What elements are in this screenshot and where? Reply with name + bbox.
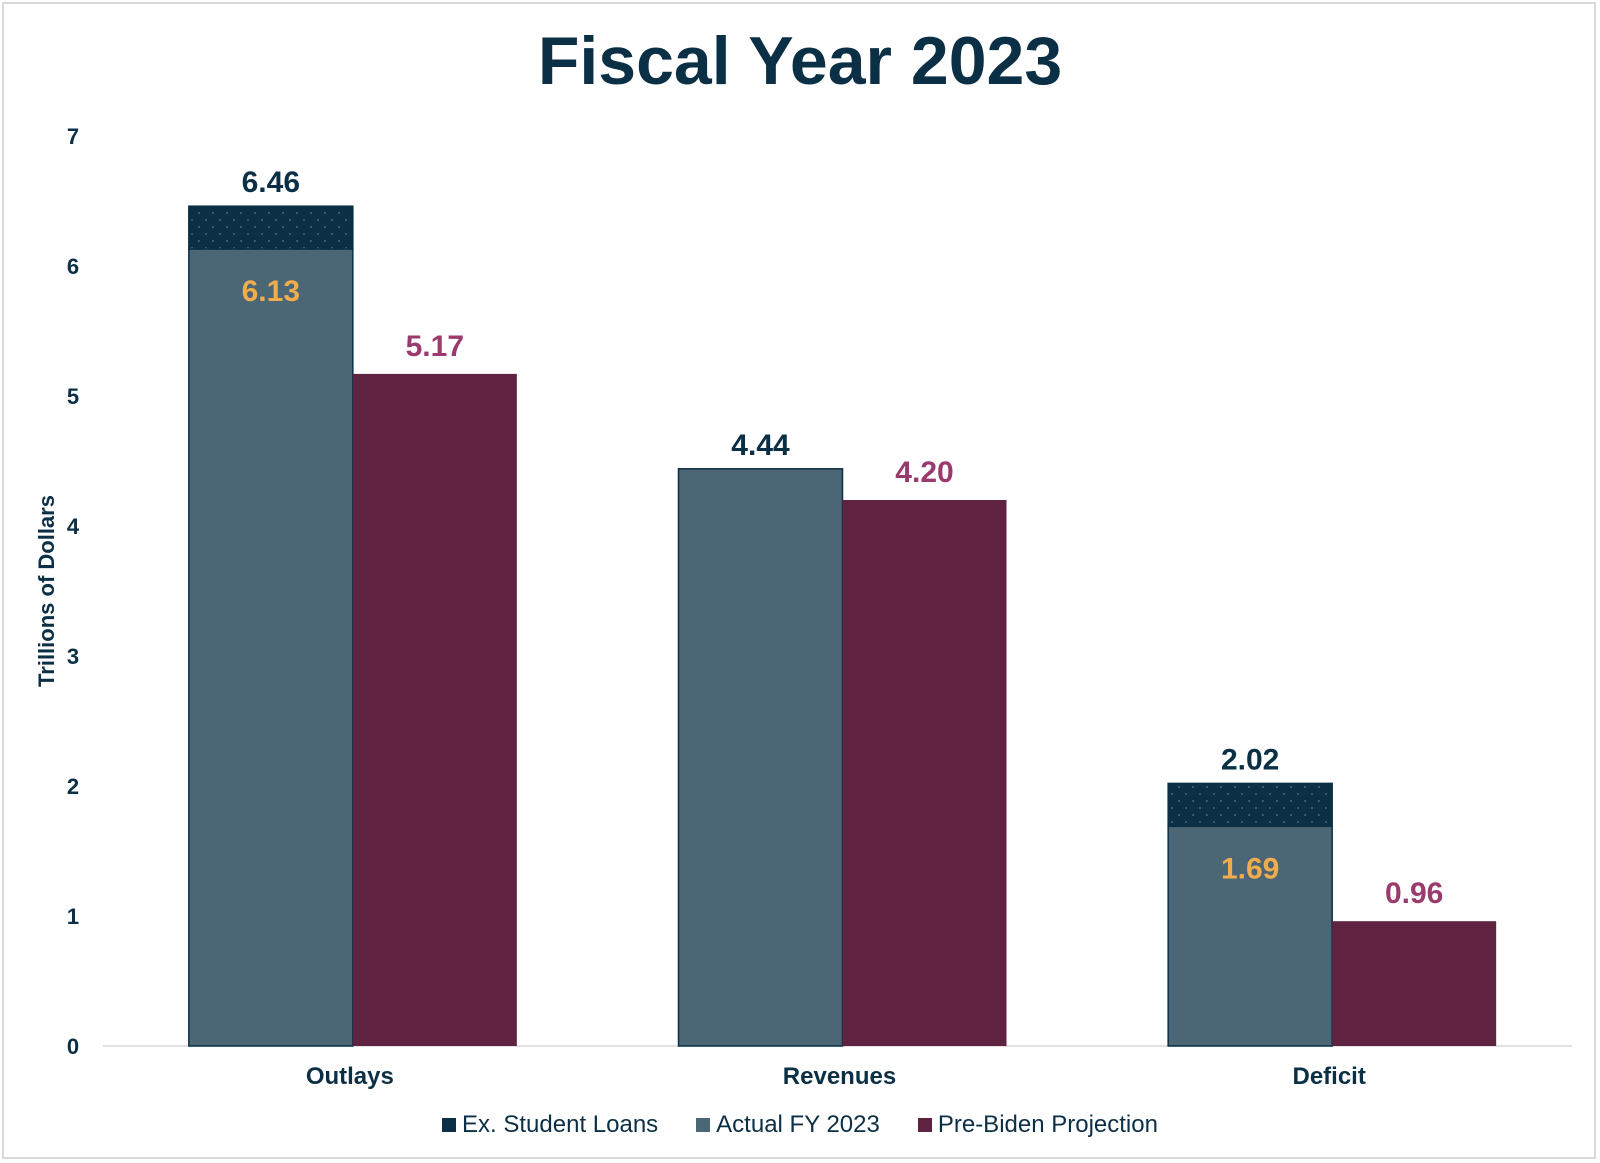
data-label-projection: 4.20: [895, 456, 953, 489]
bar-ex-student-loans: [1167, 782, 1333, 828]
bar-projection: [1332, 921, 1497, 1046]
legend-label-ex-student-loans: Ex. Student Loans: [462, 1111, 659, 1138]
bar-ex-student-loans: [188, 205, 354, 250]
bar-actual: [188, 248, 354, 1047]
data-label-projection: 0.96: [1385, 877, 1443, 910]
legend-swatch-ex-student-loans: [442, 1118, 457, 1132]
y-tick-label: 2: [67, 774, 79, 799]
legend-label-actual: Actual FY 2023: [716, 1111, 880, 1138]
y-tick-label: 7: [67, 124, 79, 149]
legend-swatch-projection: [917, 1118, 932, 1132]
legend: Ex. Student Loans Actual FY 2023 Pre-Bid…: [0, 1111, 1600, 1139]
data-label-ex-student-loans: 2.02: [1221, 743, 1279, 776]
y-tick-label: 0: [67, 1034, 79, 1059]
y-tick-label: 1: [67, 904, 79, 929]
legend-swatch-actual: [696, 1118, 711, 1132]
y-axis-title: Trillions of Dollars: [34, 495, 59, 687]
legend-item-projection: Pre-Biden Projection: [917, 1111, 1158, 1139]
data-label-projection: 5.17: [406, 330, 464, 363]
data-label-ex-student-loans: 6.46: [242, 166, 300, 199]
data-label-actual: 6.13: [242, 275, 300, 308]
x-tick-label: Outlays: [306, 1063, 394, 1090]
bar-actual: [1167, 825, 1333, 1047]
chart-title: Fiscal Year 2023: [537, 23, 1063, 99]
legend-label-projection: Pre-Biden Projection: [937, 1111, 1158, 1138]
y-tick-label: 5: [67, 384, 79, 409]
x-tick-label: Revenues: [783, 1063, 896, 1090]
bar-actual: [677, 468, 844, 1047]
y-tick-label: 3: [67, 644, 79, 669]
bar-projection: [352, 373, 517, 1046]
y-tick-label: 6: [67, 254, 79, 279]
bar-projection: [842, 500, 1007, 1046]
legend-item-actual: Actual FY 2023: [696, 1111, 880, 1139]
data-label-actual: 1.69: [1221, 852, 1279, 885]
x-tick-label: Deficit: [1292, 1063, 1365, 1090]
legend-item-ex-student-loans: Ex. Student Loans: [442, 1111, 658, 1139]
data-label-actual: 4.44: [731, 429, 790, 462]
y-tick-label: 4: [67, 514, 80, 539]
